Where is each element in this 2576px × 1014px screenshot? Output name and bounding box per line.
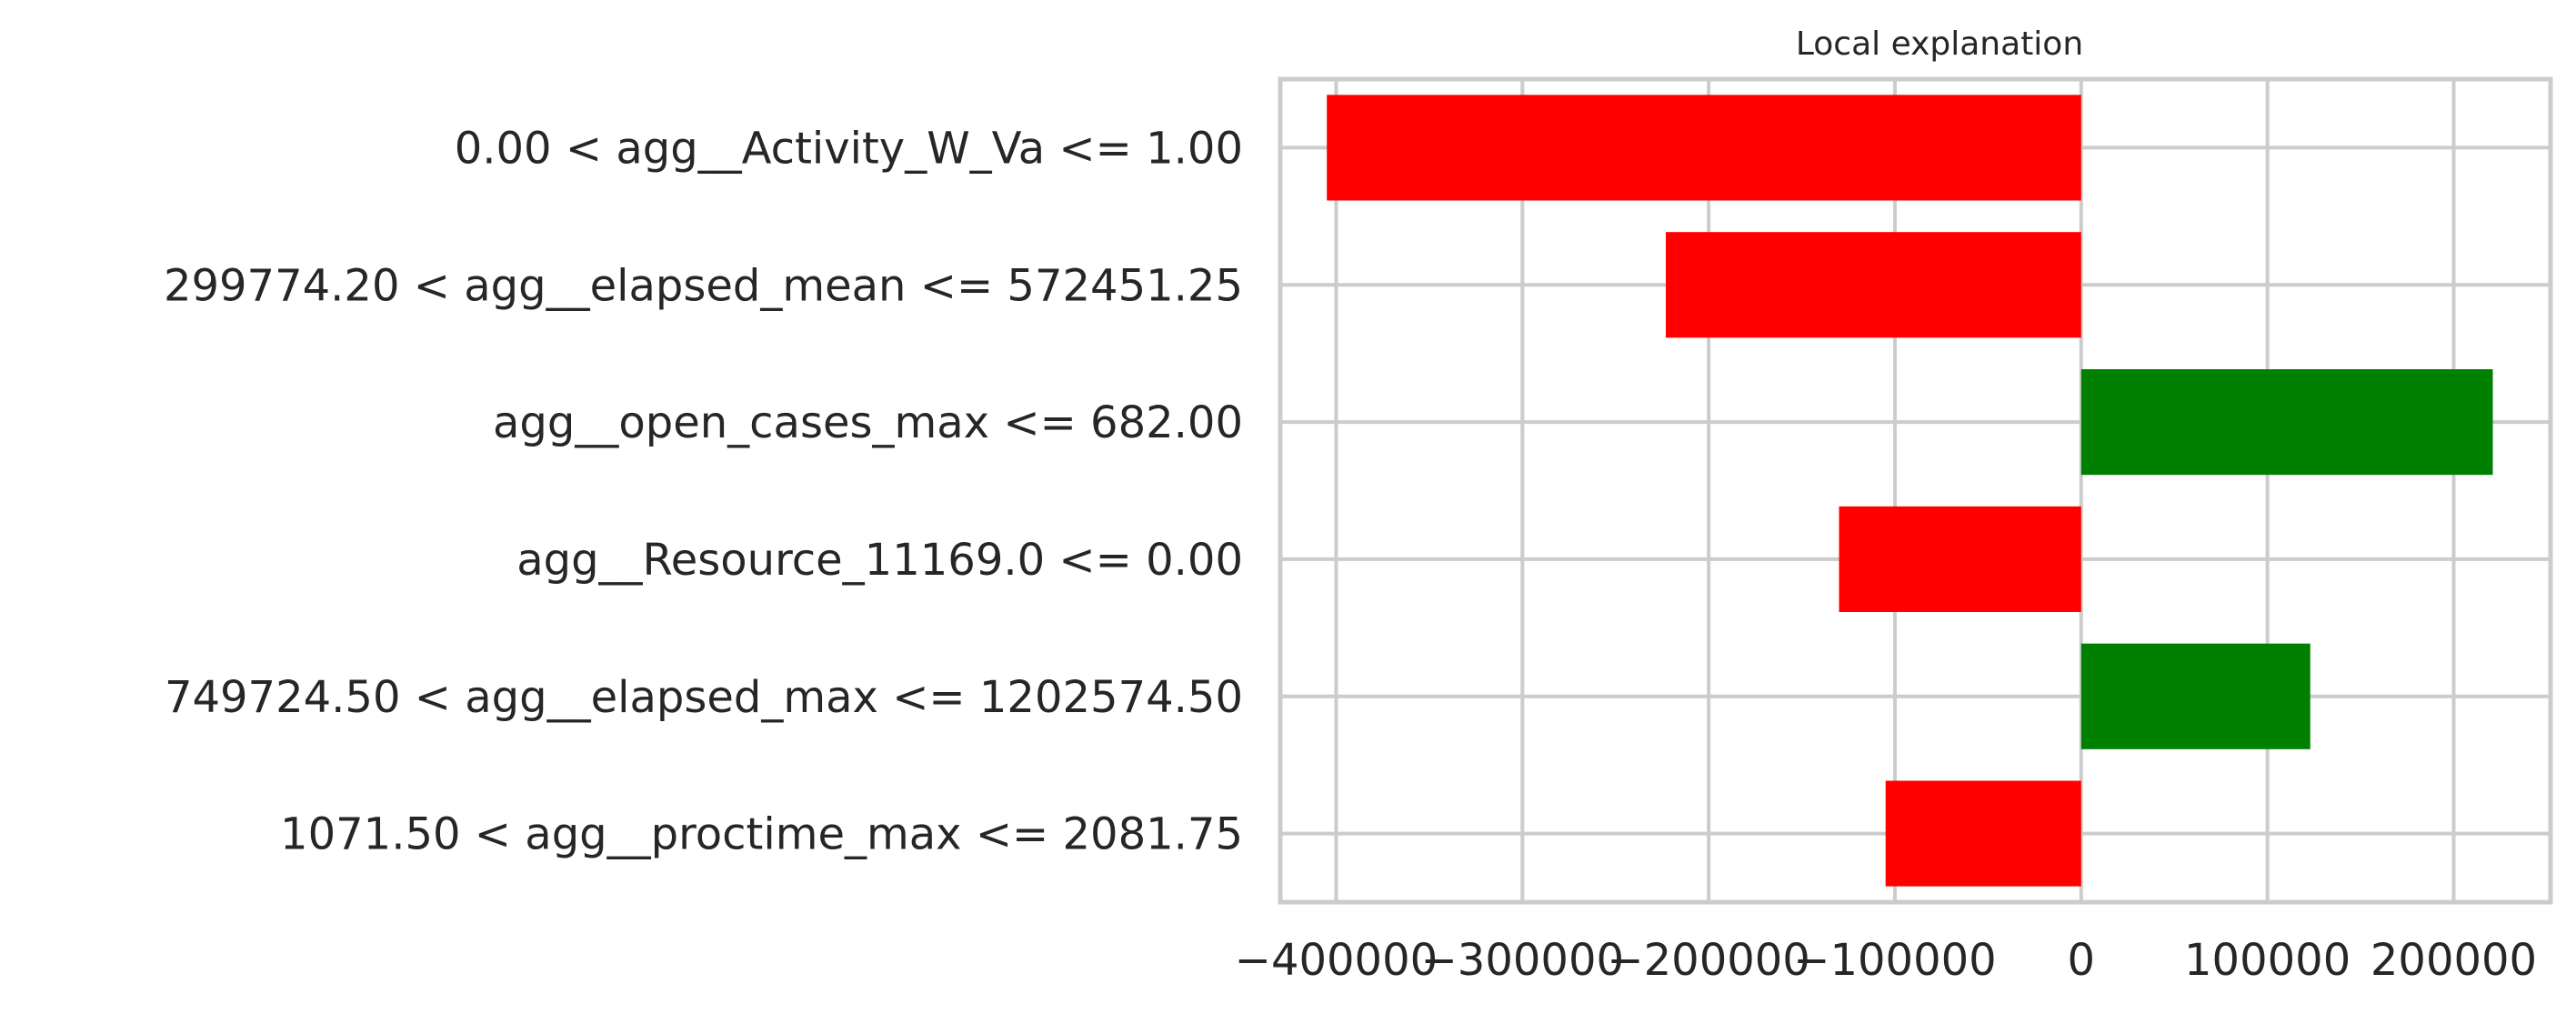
chart-title: Local explanation [1796, 25, 2083, 63]
y-tick-label: agg__open_cases_max <= 682.00 [493, 397, 1243, 448]
x-tick-label: −100000 [1793, 935, 1996, 986]
bar [2080, 369, 2493, 476]
bar [1327, 95, 2081, 201]
bars [1327, 95, 2493, 887]
y-tick-label: 0.00 < agg__Activity_W_Va <= 1.00 [455, 123, 1243, 174]
x-tick-label: 100000 [2184, 935, 2350, 986]
bar [1885, 780, 2081, 887]
bar [1666, 232, 2081, 338]
y-tick-label: agg__Resource_11169.0 <= 0.00 [516, 535, 1243, 586]
y-tick-label: 749724.50 < agg__elapsed_max <= 1202574.… [165, 672, 1243, 723]
plot-frame [1278, 76, 2553, 905]
y-tick-label: 299774.20 < agg__elapsed_mean <= 572451.… [164, 260, 1243, 311]
bar [2080, 643, 2310, 749]
x-tick-labels: −400000−300000−200000−100000 0 100000 20000… [1235, 935, 2537, 986]
x-tick-label: −200000 [1607, 935, 1809, 986]
x-tick-label: 0 [2068, 935, 2096, 986]
x-tick-label: −400000 [1235, 935, 1438, 986]
y-tick-label: 1071.50 < agg__proctime_max <= 2081.75 [280, 809, 1243, 860]
x-tick-label: −300000 [1421, 935, 1624, 986]
grid [1280, 79, 2551, 902]
bar [1839, 506, 2081, 612]
y-tick-labels: 0.00 < agg__Activity_W_Va <= 1.00 299774.… [164, 123, 1243, 859]
x-tick-label: 200000 [2371, 935, 2537, 986]
